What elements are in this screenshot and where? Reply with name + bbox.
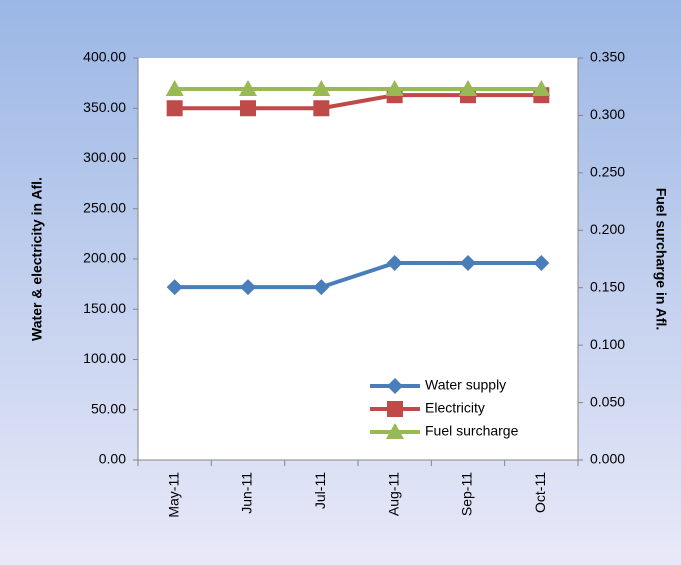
marker <box>240 100 256 117</box>
x-tick-label: Jul-11 <box>312 472 328 509</box>
y-tick-label: 100.00 <box>83 350 126 366</box>
y-tick-label: 200.00 <box>83 250 126 266</box>
marker <box>240 279 256 296</box>
y-axis-title: Water & electricity in Afl. <box>29 177 45 341</box>
marker <box>313 279 330 296</box>
marker <box>313 100 330 117</box>
y2-tick-label: 0.050 <box>590 393 625 409</box>
x-tick-label: May-11 <box>165 472 181 518</box>
y2-tick-label: 0.250 <box>590 164 625 180</box>
legend-label: Electricity <box>425 400 485 416</box>
marker <box>385 80 404 97</box>
y2-tick-label: 0.200 <box>590 221 625 237</box>
y2-tick-label: 0.350 <box>590 49 625 65</box>
y-tick-label: 50.00 <box>91 400 126 416</box>
y-tick-label: 400.00 <box>83 49 126 65</box>
x-tick-label: Sep-11 <box>459 472 475 516</box>
marker <box>386 255 403 272</box>
marker <box>166 100 183 117</box>
legend-label: Fuel surcharge <box>425 423 519 439</box>
marker <box>459 80 477 97</box>
y2-tick-label: 0.300 <box>590 106 625 122</box>
legend-marker <box>387 401 403 417</box>
y-tick-label: 250.00 <box>83 199 126 215</box>
y2-axis-title: Fuel surcharge in Afl. <box>653 188 669 331</box>
legend-label: Water supply <box>425 377 506 393</box>
series-line <box>174 261 542 290</box>
marker <box>165 80 184 97</box>
x-tick-label: Oct-11 <box>532 472 548 513</box>
series-line <box>174 93 542 111</box>
x-tick-label: Jun-11 <box>239 472 255 514</box>
y2-tick-label: 0.100 <box>590 336 625 352</box>
marker <box>166 279 183 296</box>
marker <box>533 255 550 272</box>
marker <box>532 80 551 97</box>
y-tick-label: 350.00 <box>83 99 126 115</box>
legend-marker <box>387 378 403 394</box>
y-tick-label: 300.00 <box>83 149 126 165</box>
marker <box>239 80 257 97</box>
x-tick-label: Aug-11 <box>385 472 401 516</box>
y-tick-label: 150.00 <box>83 300 126 316</box>
marker <box>312 80 331 97</box>
legend-marker <box>386 423 404 439</box>
marker <box>460 255 476 272</box>
y-tick-label: 0.00 <box>99 451 126 467</box>
y2-tick-label: 0.000 <box>590 451 625 467</box>
y2-tick-label: 0.150 <box>590 278 625 294</box>
plot-area <box>138 58 578 460</box>
